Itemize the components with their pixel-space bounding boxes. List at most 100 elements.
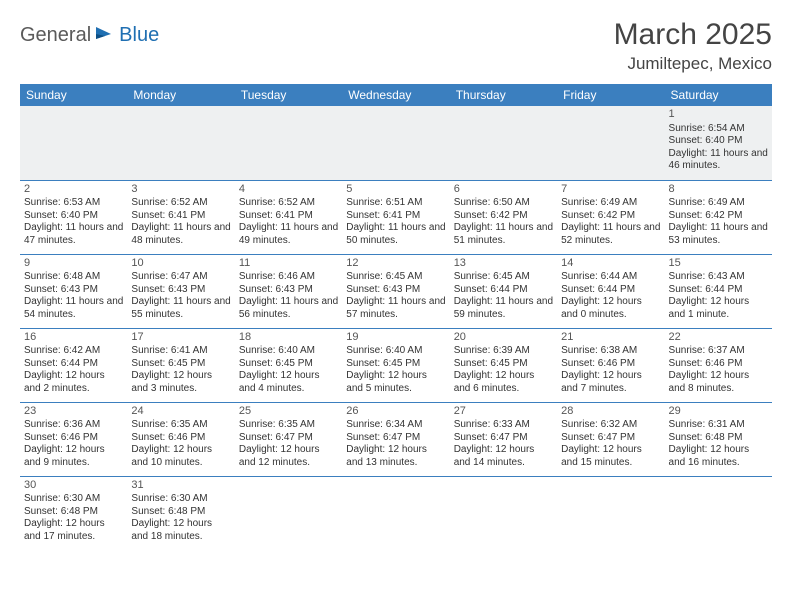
sunrise-line: Sunrise: 6:30 AM <box>24 493 123 506</box>
sunset-line: Sunset: 6:47 PM <box>239 432 338 445</box>
calendar-cell: 12Sunrise: 6:45 AMSunset: 6:43 PMDayligh… <box>342 254 449 328</box>
calendar-cell <box>557 106 664 180</box>
daylight-line: Daylight: 11 hours and 55 minutes. <box>131 296 230 321</box>
sunset-line: Sunset: 6:44 PM <box>561 284 660 297</box>
sunset-line: Sunset: 6:40 PM <box>669 135 768 148</box>
sunset-line: Sunset: 6:43 PM <box>24 284 123 297</box>
sunrise-line: Sunrise: 6:31 AM <box>669 419 768 432</box>
day-number: 4 <box>239 183 338 197</box>
sunrise-line: Sunrise: 6:51 AM <box>346 197 445 210</box>
daylight-line: Daylight: 12 hours and 9 minutes. <box>24 444 123 469</box>
calendar-cell: 8Sunrise: 6:49 AMSunset: 6:42 PMDaylight… <box>665 180 772 254</box>
day-header: Saturday <box>665 84 772 106</box>
flag-icon <box>95 24 117 47</box>
calendar-cell: 29Sunrise: 6:31 AMSunset: 6:48 PMDayligh… <box>665 402 772 476</box>
sunset-line: Sunset: 6:46 PM <box>561 358 660 371</box>
daylight-line: Daylight: 12 hours and 14 minutes. <box>454 444 553 469</box>
calendar-cell: 16Sunrise: 6:42 AMSunset: 6:44 PMDayligh… <box>20 328 127 402</box>
sunrise-line: Sunrise: 6:46 AM <box>239 271 338 284</box>
daylight-line: Daylight: 12 hours and 13 minutes. <box>346 444 445 469</box>
calendar-cell: 4Sunrise: 6:52 AMSunset: 6:41 PMDaylight… <box>235 180 342 254</box>
sunset-line: Sunset: 6:45 PM <box>454 358 553 371</box>
sunset-line: Sunset: 6:42 PM <box>669 210 768 223</box>
daylight-line: Daylight: 11 hours and 54 minutes. <box>24 296 123 321</box>
calendar-cell: 1Sunrise: 6:54 AMSunset: 6:40 PMDaylight… <box>665 106 772 180</box>
calendar-cell <box>450 476 557 550</box>
daylight-line: Daylight: 12 hours and 15 minutes. <box>561 444 660 469</box>
daylight-line: Daylight: 11 hours and 47 minutes. <box>24 222 123 247</box>
calendar-cell: 14Sunrise: 6:44 AMSunset: 6:44 PMDayligh… <box>557 254 664 328</box>
day-number: 12 <box>346 257 445 271</box>
sunrise-line: Sunrise: 6:41 AM <box>131 345 230 358</box>
sunset-line: Sunset: 6:44 PM <box>454 284 553 297</box>
day-number: 26 <box>346 405 445 419</box>
daylight-line: Daylight: 12 hours and 6 minutes. <box>454 370 553 395</box>
day-number: 31 <box>131 479 230 493</box>
day-number: 6 <box>454 183 553 197</box>
day-header: Friday <box>557 84 664 106</box>
calendar-cell <box>127 106 234 180</box>
calendar-cell: 13Sunrise: 6:45 AMSunset: 6:44 PMDayligh… <box>450 254 557 328</box>
sunset-line: Sunset: 6:43 PM <box>131 284 230 297</box>
calendar-cell: 30Sunrise: 6:30 AMSunset: 6:48 PMDayligh… <box>20 476 127 550</box>
day-number: 19 <box>346 331 445 345</box>
sunrise-line: Sunrise: 6:40 AM <box>346 345 445 358</box>
day-number: 29 <box>669 405 768 419</box>
calendar-cell <box>20 106 127 180</box>
calendar-cell: 26Sunrise: 6:34 AMSunset: 6:47 PMDayligh… <box>342 402 449 476</box>
day-number: 21 <box>561 331 660 345</box>
calendar-cell: 22Sunrise: 6:37 AMSunset: 6:46 PMDayligh… <box>665 328 772 402</box>
calendar-cell <box>235 106 342 180</box>
sunset-line: Sunset: 6:41 PM <box>239 210 338 223</box>
calendar-table: Sunday Monday Tuesday Wednesday Thursday… <box>20 84 772 550</box>
sunset-line: Sunset: 6:46 PM <box>24 432 123 445</box>
calendar-row: 1Sunrise: 6:54 AMSunset: 6:40 PMDaylight… <box>20 106 772 180</box>
day-number: 5 <box>346 183 445 197</box>
sunset-line: Sunset: 6:45 PM <box>131 358 230 371</box>
day-number: 24 <box>131 405 230 419</box>
calendar-cell: 7Sunrise: 6:49 AMSunset: 6:42 PMDaylight… <box>557 180 664 254</box>
sunrise-line: Sunrise: 6:32 AM <box>561 419 660 432</box>
daylight-line: Daylight: 12 hours and 12 minutes. <box>239 444 338 469</box>
sunset-line: Sunset: 6:47 PM <box>346 432 445 445</box>
page-title: March 2025 <box>614 18 772 52</box>
day-header: Monday <box>127 84 234 106</box>
sunset-line: Sunset: 6:41 PM <box>131 210 230 223</box>
daylight-line: Daylight: 12 hours and 5 minutes. <box>346 370 445 395</box>
calendar-cell: 11Sunrise: 6:46 AMSunset: 6:43 PMDayligh… <box>235 254 342 328</box>
calendar-row: 9Sunrise: 6:48 AMSunset: 6:43 PMDaylight… <box>20 254 772 328</box>
sunrise-line: Sunrise: 6:47 AM <box>131 271 230 284</box>
sunset-line: Sunset: 6:44 PM <box>24 358 123 371</box>
sunrise-line: Sunrise: 6:30 AM <box>131 493 230 506</box>
day-header: Thursday <box>450 84 557 106</box>
logo-text-blue: Blue <box>119 24 159 47</box>
calendar-row: 16Sunrise: 6:42 AMSunset: 6:44 PMDayligh… <box>20 328 772 402</box>
day-number: 16 <box>24 331 123 345</box>
day-header-row: Sunday Monday Tuesday Wednesday Thursday… <box>20 84 772 106</box>
sunrise-line: Sunrise: 6:50 AM <box>454 197 553 210</box>
sunset-line: Sunset: 6:41 PM <box>346 210 445 223</box>
day-number: 11 <box>239 257 338 271</box>
daylight-line: Daylight: 12 hours and 17 minutes. <box>24 518 123 543</box>
calendar-cell: 28Sunrise: 6:32 AMSunset: 6:47 PMDayligh… <box>557 402 664 476</box>
logo-text-general: General <box>20 24 91 47</box>
day-number: 30 <box>24 479 123 493</box>
calendar-cell <box>450 106 557 180</box>
calendar-cell: 18Sunrise: 6:40 AMSunset: 6:45 PMDayligh… <box>235 328 342 402</box>
daylight-line: Daylight: 11 hours and 57 minutes. <box>346 296 445 321</box>
sunset-line: Sunset: 6:47 PM <box>561 432 660 445</box>
calendar-row: 2Sunrise: 6:53 AMSunset: 6:40 PMDaylight… <box>20 180 772 254</box>
sunset-line: Sunset: 6:43 PM <box>346 284 445 297</box>
daylight-line: Daylight: 11 hours and 52 minutes. <box>561 222 660 247</box>
sunset-line: Sunset: 6:44 PM <box>669 284 768 297</box>
day-number: 7 <box>561 183 660 197</box>
day-number: 18 <box>239 331 338 345</box>
day-number: 20 <box>454 331 553 345</box>
calendar-cell <box>342 106 449 180</box>
daylight-line: Daylight: 12 hours and 16 minutes. <box>669 444 768 469</box>
calendar-row: 30Sunrise: 6:30 AMSunset: 6:48 PMDayligh… <box>20 476 772 550</box>
sunrise-line: Sunrise: 6:38 AM <box>561 345 660 358</box>
day-number: 1 <box>669 108 768 122</box>
day-number: 14 <box>561 257 660 271</box>
sunrise-line: Sunrise: 6:36 AM <box>24 419 123 432</box>
